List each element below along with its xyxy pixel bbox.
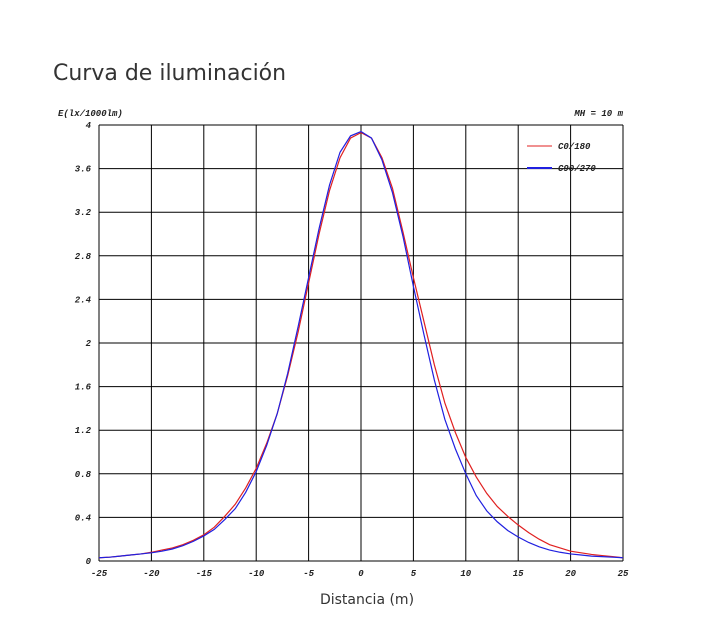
y-tick-label: 3.6 <box>75 165 92 175</box>
x-tick-label: 5 <box>411 569 417 579</box>
x-tick-label: 15 <box>513 569 524 579</box>
x-tick-label: -25 <box>91 569 108 579</box>
chart-title: Curva de iluminación <box>53 61 286 86</box>
x-tick-label: -10 <box>248 569 265 579</box>
x-tick-label: 25 <box>618 569 629 579</box>
y-tick-label: 4 <box>86 121 92 131</box>
x-tick-label: -20 <box>143 569 160 579</box>
y-tick-label: 0 <box>86 557 92 567</box>
x-tick-label: -5 <box>303 569 314 579</box>
legend-label: C90/270 <box>558 164 596 174</box>
x-tick-label: -15 <box>196 569 213 579</box>
y-tick-label: 2.8 <box>75 252 92 262</box>
line-series <box>98 130 624 559</box>
x-tick-label: 0 <box>358 569 364 579</box>
y-tick-label: 1.2 <box>75 426 92 436</box>
y-tick-label: 0.4 <box>75 513 92 523</box>
legend-label: C0/180 <box>558 142 591 152</box>
x-tick-label: 20 <box>565 569 576 579</box>
y-tick-label: 3.2 <box>75 208 92 218</box>
annotation: MH = 10 m <box>573 109 623 119</box>
y-tick-label: 0.8 <box>75 470 92 480</box>
y-tick-label: 2.4 <box>75 295 92 305</box>
x-tick-label: 10 <box>460 569 471 579</box>
x-axis-label: Distancia (m) <box>320 592 414 608</box>
y-axis-label: E(lx/1000lm) <box>58 109 123 119</box>
y-tick-label: 2 <box>86 339 92 349</box>
line-series <box>98 131 624 559</box>
y-tick-label: 1.6 <box>75 383 92 393</box>
